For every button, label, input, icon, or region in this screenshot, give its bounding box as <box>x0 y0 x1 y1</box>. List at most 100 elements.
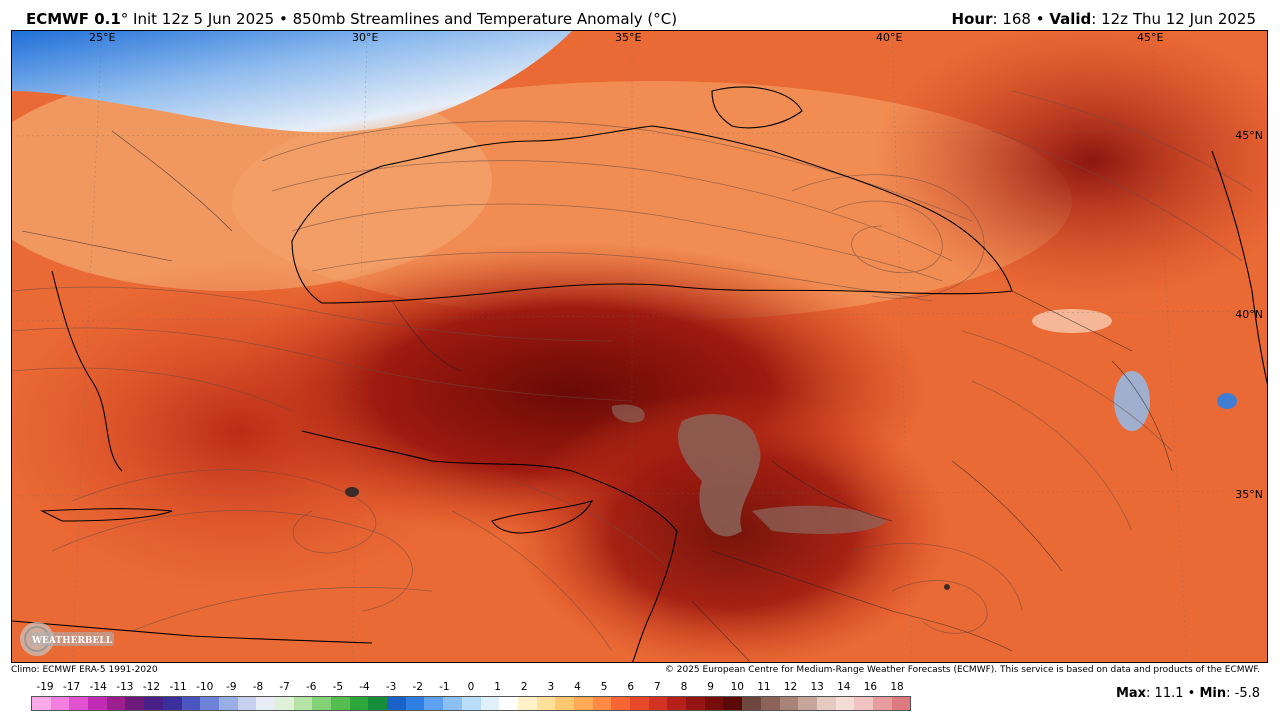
color-legend-swatch <box>106 697 126 710</box>
color-legend-tick: -6 <box>306 681 317 693</box>
color-legend-tick: -3 <box>385 681 397 693</box>
color-legend-tick: 1 <box>494 681 501 693</box>
lon-label-25e: 25°E <box>89 31 116 44</box>
color-legend-swatch <box>592 697 612 710</box>
color-legend-tick: 8 <box>680 681 688 693</box>
lon-label-40e: 40°E <box>876 31 903 44</box>
extreme-anomaly-patch <box>678 413 761 537</box>
color-legend-tick: -11 <box>169 681 187 693</box>
svg-text:WEATHERBELL: WEATHERBELL <box>31 636 113 646</box>
color-legend-tick: 7 <box>654 681 661 693</box>
color-legend-tick: 4 <box>574 681 581 693</box>
color-legend-swatch <box>69 697 89 710</box>
northeast-warm-anomaly <box>872 31 1267 301</box>
color-legend-swatch <box>835 697 855 710</box>
valid-value: : 12z Thu 12 Jun 2025 <box>1091 10 1256 28</box>
color-legend-swatch <box>443 697 462 710</box>
color-legend-tick: 0 <box>467 681 475 693</box>
color-legend-tick: -7 <box>279 681 290 693</box>
color-legend-swatch <box>779 697 799 710</box>
color-legend-tick: -14 <box>89 681 107 693</box>
color-legend-tick: -13 <box>116 681 134 693</box>
extreme-anomaly-patch-east <box>752 505 887 534</box>
color-legend-tick: 10 <box>730 681 744 693</box>
caucasus-cool-spot <box>1114 371 1150 431</box>
color-legend-swatch <box>405 697 425 710</box>
color-legend-swatch <box>218 697 238 710</box>
min-label: Min <box>1199 686 1227 701</box>
color-legend-tick: 6 <box>627 681 635 693</box>
color-legend-tick: 18 <box>890 681 904 693</box>
color-legend-swatch <box>816 697 836 710</box>
map-canvas <box>12 31 1267 662</box>
color-legend-swatch <box>424 697 444 710</box>
color-legend-swatch <box>891 697 911 710</box>
valid-separator: • <box>1030 10 1050 28</box>
color-legend-tick: 14 <box>837 681 851 693</box>
extreme-anomaly-patch-small <box>611 404 645 423</box>
color-legend-swatch <box>293 697 313 710</box>
max-min-readout: Max: 11.1 • Min: -5.8 <box>1116 686 1260 701</box>
color-legend-tick: -9 <box>226 681 237 693</box>
climo-note: Climo: ECMWF ERA-5 1991-2020 <box>11 665 158 675</box>
color-legend-swatch <box>162 697 182 710</box>
hour-value: : 168 <box>992 10 1031 28</box>
color-legend-swatch <box>742 697 761 710</box>
color-legend-swatch <box>798 697 817 710</box>
color-legend-tick: -19 <box>36 681 54 693</box>
color-legend-tick: 13 <box>810 681 824 693</box>
color-legend-swatch <box>88 697 107 710</box>
color-legend-swatch <box>573 697 593 710</box>
color-legend-tick: -5 <box>332 681 344 693</box>
color-legend-tick: -10 <box>196 681 214 693</box>
valid-time-block: Hour: 168 • Valid: 12z Thu 12 Jun 2025 <box>952 10 1256 28</box>
color-legend-swatch <box>181 697 201 710</box>
color-legend-tick: 11 <box>757 681 771 693</box>
weather-map[interactable]: 25°E 30°E 35°E 40°E 45°E 45°N 40°N 35°N <box>11 30 1268 663</box>
stats-separator: • <box>1183 686 1200 701</box>
color-legend-swatch <box>50 697 70 710</box>
weatherbell-logo: WEATHERBELL <box>20 622 114 656</box>
color-legend-swatch <box>667 697 687 710</box>
max-label: Max <box>1115 686 1147 701</box>
copyright-note: © 2025 European Centre for Medium-Range … <box>664 665 1260 675</box>
hour-label: Hour <box>951 10 993 28</box>
color-legend-tick: -17 <box>63 681 81 693</box>
color-legend-swatch <box>854 697 873 710</box>
map-header: ECMWF 0.1° Init 12z 5 Jun 2025 • 850mb S… <box>0 0 1280 30</box>
color-legend-bar <box>31 696 911 711</box>
color-legend-tick: 12 <box>783 681 798 693</box>
color-legend-swatch <box>349 697 369 710</box>
color-legend-swatch <box>611 697 630 710</box>
color-legend-swatch <box>461 697 481 710</box>
color-legend-swatch <box>480 697 500 710</box>
lon-label-35e: 35°E <box>615 31 642 44</box>
title-separator: • <box>274 10 293 28</box>
cold-anomaly-northwest <box>12 31 572 133</box>
color-legend-tick: 9 <box>707 681 714 693</box>
valid-label: Valid <box>1049 10 1092 28</box>
color-legend-tick: -4 <box>359 681 370 693</box>
model-name: ECMWF 0.1 <box>26 10 121 28</box>
color-legend-swatch <box>200 697 219 710</box>
streamlines <box>12 90 1253 652</box>
color-legend-swatch <box>331 697 350 710</box>
color-legend-tick: -8 <box>252 681 264 693</box>
color-legend-swatch <box>648 697 668 710</box>
color-legend-swatch <box>872 697 892 710</box>
lat-label-35n: 35°N <box>1235 488 1263 501</box>
color-legend-swatch <box>630 697 649 710</box>
color-legend-tick: 16 <box>863 681 878 693</box>
coastlines <box>12 86 1267 662</box>
color-legend-swatch <box>555 697 574 710</box>
color-legend: -19 -17 -14 -13 -12 -11 -10 -9 -8 -7 -6 -5 -4 -3 -2 -1 0… <box>31 681 911 719</box>
product-name: 850mb Streamlines and Temperature Anomal… <box>292 10 678 28</box>
color-legend-swatch <box>125 697 145 710</box>
color-legend-swatch <box>723 697 743 710</box>
min-value: : -5.8 <box>1226 686 1260 701</box>
low-center-marker-east <box>944 584 950 590</box>
color-legend-ticks: -19 -17 -14 -13 -12 -11 -10 -9 -8 -7 -6 -5 -4 -3 -2 -1 0… <box>31 681 911 695</box>
color-legend-swatch <box>237 697 257 710</box>
color-legend-swatch <box>387 697 406 710</box>
caucasus-cold-spot <box>1217 393 1237 409</box>
